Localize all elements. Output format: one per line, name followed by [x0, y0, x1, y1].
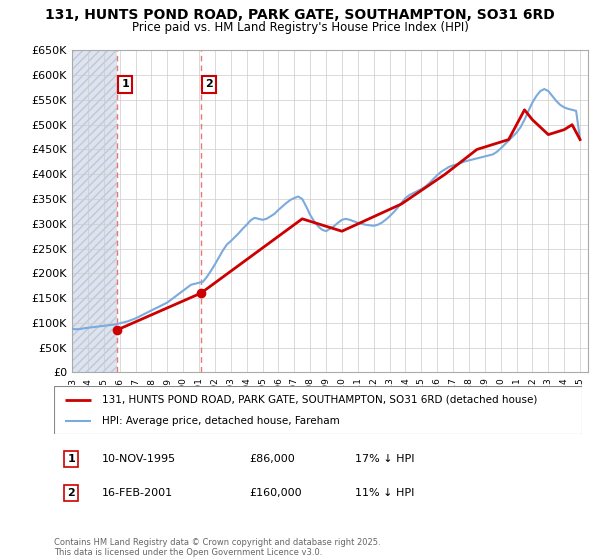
Text: £160,000: £160,000: [250, 488, 302, 498]
Text: 131, HUNTS POND ROAD, PARK GATE, SOUTHAMPTON, SO31 6RD: 131, HUNTS POND ROAD, PARK GATE, SOUTHAM…: [45, 8, 555, 22]
Text: HPI: Average price, detached house, Fareham: HPI: Average price, detached house, Fare…: [101, 416, 339, 426]
Text: 2: 2: [67, 488, 75, 498]
Text: 10-NOV-1995: 10-NOV-1995: [101, 454, 176, 464]
Text: £86,000: £86,000: [250, 454, 295, 464]
Bar: [72, 50, 118, 372]
Text: 2: 2: [205, 79, 212, 89]
Text: 131, HUNTS POND ROAD, PARK GATE, SOUTHAMPTON, SO31 6RD (detached house): 131, HUNTS POND ROAD, PARK GATE, SOUTHAM…: [101, 395, 537, 405]
Text: 11% ↓ HPI: 11% ↓ HPI: [355, 488, 415, 498]
Text: 17% ↓ HPI: 17% ↓ HPI: [355, 454, 415, 464]
Text: 1: 1: [121, 79, 129, 89]
Text: Contains HM Land Registry data © Crown copyright and database right 2025.
This d: Contains HM Land Registry data © Crown c…: [54, 538, 380, 557]
Text: 16-FEB-2001: 16-FEB-2001: [101, 488, 173, 498]
Text: Price paid vs. HM Land Registry's House Price Index (HPI): Price paid vs. HM Land Registry's House …: [131, 21, 469, 34]
Text: 1: 1: [67, 454, 75, 464]
